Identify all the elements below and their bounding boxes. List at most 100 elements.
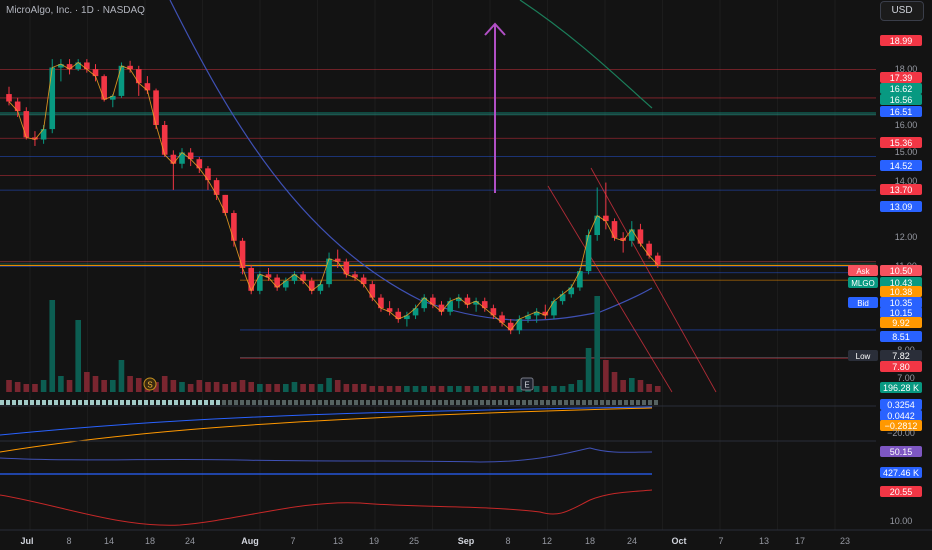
candle [360, 277, 367, 285]
price-label-box [880, 361, 922, 372]
moving-average-green [519, 0, 653, 109]
price-tag: Bid [857, 299, 869, 308]
candle [577, 271, 583, 288]
candle [283, 280, 289, 288]
candle [378, 297, 384, 309]
candle [594, 215, 600, 236]
price-label-box [880, 331, 922, 342]
candle [308, 280, 315, 291]
volume-bar [490, 386, 497, 392]
sentiment-strip-cell [396, 400, 400, 405]
indicator-label: 50.15 [890, 447, 913, 457]
sentiment-strip-cell [576, 400, 580, 405]
y-tick-label: 16.00 [895, 120, 918, 130]
price-label: 13.09 [890, 202, 913, 212]
x-tick-label: 8 [505, 536, 510, 546]
sentiment-strip-cell [624, 400, 628, 405]
candle [421, 297, 427, 309]
sentiment-strip-cell [240, 400, 244, 405]
sentiment-strip-cell [342, 400, 346, 405]
candle [75, 62, 81, 70]
volume-bar [386, 386, 393, 392]
sentiment-strip-cell [72, 400, 76, 405]
volume-bar [412, 386, 419, 392]
sentiment-strip-cell [246, 400, 250, 405]
sentiment-strip-cell [48, 400, 52, 405]
candle [386, 308, 393, 312]
candle [352, 274, 358, 278]
price-tag: Ask [856, 267, 870, 276]
volume-bar [58, 376, 64, 392]
earnings-marker-label: E [524, 381, 529, 390]
candle [334, 258, 341, 262]
price-label: 10.15 [890, 308, 913, 318]
volume-bar [654, 386, 661, 392]
candle [559, 294, 566, 302]
moving-average-blue [169, 0, 653, 321]
sentiment-strip-cell [408, 400, 412, 405]
x-tick-label: 18 [145, 536, 155, 546]
sentiment-strip-cell [90, 400, 94, 405]
price-tag: MLGO [851, 279, 875, 288]
sentiment-strip-cell [570, 400, 574, 405]
sentiment-strip-cell [654, 400, 658, 405]
sentiment-strip-cell [420, 400, 424, 405]
candle [317, 284, 324, 291]
sentiment-strip-cell [312, 400, 316, 405]
volume-bar [66, 380, 73, 392]
sentiment-strip-cell [180, 400, 184, 405]
sentiment-strip-cell [78, 400, 82, 405]
signal-line [0, 407, 653, 453]
sentiment-strip-cell [384, 400, 388, 405]
candle [343, 261, 350, 275]
price-label: 8.51 [892, 332, 910, 342]
volume-bar [551, 386, 557, 392]
sentiment-strip-cell [222, 400, 226, 405]
indicator-label: 20.55 [890, 487, 913, 497]
indicator-label-box [880, 486, 922, 497]
sentiment-strip-cell [630, 400, 634, 405]
candle [481, 301, 488, 309]
x-tick-label: 18 [585, 536, 595, 546]
candle [654, 255, 661, 265]
sentiment-strip-cell [120, 400, 124, 405]
volume-bar [594, 296, 600, 392]
sentiment-strip-cell [156, 400, 160, 405]
sentiment-strip-cell [558, 400, 562, 405]
x-tick-label: 7 [290, 536, 295, 546]
candle [257, 274, 263, 291]
price-label: 10.38 [890, 287, 913, 297]
price-label-box [880, 160, 922, 171]
volume-bar [92, 376, 99, 392]
sentiment-strip-cell [366, 400, 370, 405]
candle [265, 274, 272, 278]
volume-bar [49, 300, 56, 392]
currency-button[interactable]: USD [880, 1, 924, 21]
volume-bar [6, 380, 12, 392]
sentiment-strip-cell [552, 400, 556, 405]
candle [326, 258, 332, 285]
volume-bar [127, 376, 133, 392]
volume-bar [75, 320, 81, 392]
x-tick-label: 14 [104, 536, 114, 546]
x-tick-label: 17 [795, 536, 805, 546]
volume-bar [179, 382, 185, 392]
indicator-label-box [880, 467, 922, 478]
volume-bar [118, 360, 125, 392]
volume-bar [291, 382, 298, 392]
sentiment-strip-cell [234, 400, 238, 405]
candle [585, 235, 592, 272]
volume-bar [464, 386, 471, 392]
candle [490, 308, 497, 316]
volume-bar [23, 384, 30, 392]
price-tag-box [848, 297, 878, 308]
candle [430, 297, 436, 305]
sentiment-strip-cell [252, 400, 256, 405]
sentiment-strip-cell [462, 400, 466, 405]
price-tag: Low [856, 352, 871, 361]
sentiment-strip-cell [564, 400, 568, 405]
volume-bar [32, 384, 38, 392]
sentiment-strip-cell [438, 400, 442, 405]
candle [438, 304, 445, 312]
